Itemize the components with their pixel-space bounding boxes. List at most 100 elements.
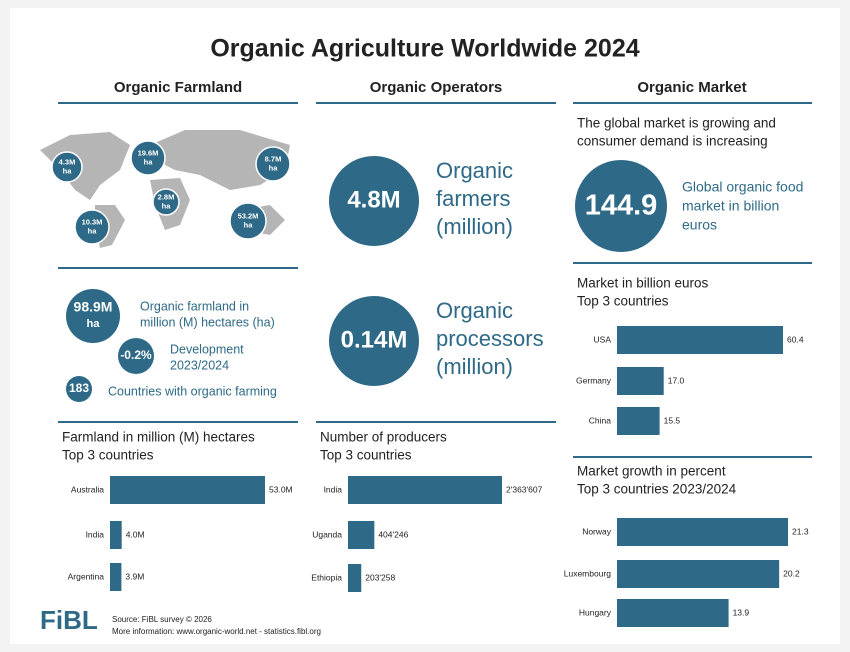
map-bubble: [51, 151, 83, 183]
stat-value: ha: [86, 318, 100, 330]
map-bubble-label: ha: [269, 163, 279, 172]
category-label: China: [589, 415, 611, 425]
description: (million): [436, 354, 513, 379]
column-header: Organic Farmland: [114, 79, 242, 96]
stat-value: -0.2%: [120, 348, 152, 362]
map-bubble-label: 10.3M: [82, 217, 103, 226]
category-label: Uganda: [312, 529, 342, 539]
map-bubble-label: 2.8M: [158, 192, 175, 201]
stat-circle: [329, 156, 419, 246]
bar: [348, 476, 502, 504]
map-bubble: [74, 209, 110, 245]
map-bubble-label: 4.3M: [59, 157, 76, 166]
map-bubble-label: ha: [244, 220, 254, 229]
stat-value: 144.9: [585, 190, 658, 222]
bar: [617, 599, 729, 627]
chart-subtitle: Top 3 countries: [320, 448, 412, 463]
description: Organic: [436, 158, 513, 183]
map-bubble: [229, 202, 267, 240]
category-label: Ethiopia: [311, 572, 342, 582]
title: Organic Agriculture Worldwide 2024: [210, 35, 639, 63]
map-bubble: [255, 146, 291, 182]
category-label: India: [86, 529, 105, 539]
value-label: 203'258: [365, 572, 395, 582]
description: 2023/2024: [170, 358, 229, 372]
category-label: Germany: [576, 375, 612, 385]
footer-source: Source: FiBL survey © 2026: [112, 615, 212, 624]
bar: [348, 564, 362, 592]
category-label: Hungary: [579, 607, 612, 617]
column-header: Organic Market: [637, 79, 746, 96]
category-label: Norway: [582, 526, 612, 536]
chart-title: Market growth in percent: [577, 464, 726, 479]
description: euros: [682, 217, 717, 233]
stat-circle: [66, 289, 120, 343]
value-label: 20.2: [783, 568, 800, 578]
description: Countries with organic farming: [108, 384, 277, 398]
value-label: 21.3: [792, 526, 809, 536]
bar: [617, 518, 788, 546]
category-label: Luxembourg: [564, 568, 612, 578]
value-label: 2'363'607: [506, 484, 543, 494]
map-bubble-label: 53.2M: [238, 211, 259, 220]
description: market in billion: [682, 198, 779, 214]
bar: [617, 407, 660, 435]
value-label: 60.4: [787, 334, 804, 344]
stat-value: 4.8M: [347, 186, 400, 213]
description: Organic farmland in: [140, 299, 249, 313]
stat-value: 0.14M: [341, 326, 408, 353]
map-bubble-label: 19.6M: [138, 148, 159, 157]
description: million (M) hectares (ha): [140, 315, 275, 329]
description: (million): [436, 214, 513, 239]
chart-title: Farmland in million (M) hectares: [62, 430, 255, 445]
stat-value: 183: [69, 381, 89, 395]
value-label: 3.9M: [125, 571, 144, 581]
value-label: 53.0M: [269, 484, 293, 494]
stat-circle: [329, 296, 419, 386]
category-label: India: [324, 484, 343, 494]
rules: [58, 102, 812, 458]
column-header: Organic Operators: [370, 79, 503, 96]
bar: [617, 367, 664, 395]
value-label: 17.0: [668, 375, 685, 385]
description: consumer demand is increasing: [577, 134, 768, 149]
chart-title: Number of producers: [320, 430, 447, 445]
logo: FiBL: [40, 605, 98, 635]
bar: [617, 560, 780, 588]
bar: [110, 563, 122, 591]
chart-title: Market in billion euros: [577, 276, 709, 291]
description: Global organic food: [682, 179, 803, 195]
chart-subtitle: Top 3 countries: [577, 294, 669, 309]
value-label: 4.0M: [126, 529, 145, 539]
bar: [110, 476, 265, 504]
chart-subtitle: Top 3 countries: [62, 448, 154, 463]
map-bubble-label: ha: [144, 157, 154, 166]
map-bubble-label: ha: [88, 226, 98, 235]
chart-subtitle: Top 3 countries 2023/2024: [577, 482, 737, 497]
bar: [617, 326, 783, 354]
value-label: 404'246: [378, 529, 408, 539]
bar: [348, 521, 375, 549]
description: farmers: [436, 186, 511, 211]
map-bubble: [130, 140, 166, 176]
stat-circle: [66, 376, 92, 402]
bar: [110, 521, 122, 549]
map-bubble-label: ha: [63, 166, 73, 175]
stat-circle: [118, 338, 154, 374]
category-label: Australia: [71, 484, 104, 494]
map-bubble: [152, 188, 180, 216]
stat-value: 98.9M: [74, 299, 113, 315]
category-label: Argentina: [68, 571, 105, 581]
category-label: USA: [594, 334, 612, 344]
description: The global market is growing and: [577, 116, 776, 131]
value-label: 15.5: [664, 415, 681, 425]
stat-circle: [575, 160, 667, 252]
description: Development: [170, 342, 244, 356]
map-bubble-label: ha: [162, 201, 172, 210]
footer-more: More information: www.organic-world.net …: [112, 627, 321, 636]
value-label: 13.9: [733, 607, 750, 617]
description: Organic: [436, 298, 513, 323]
map-bubble-label: 8.7M: [265, 154, 282, 163]
description: processors: [436, 326, 544, 351]
